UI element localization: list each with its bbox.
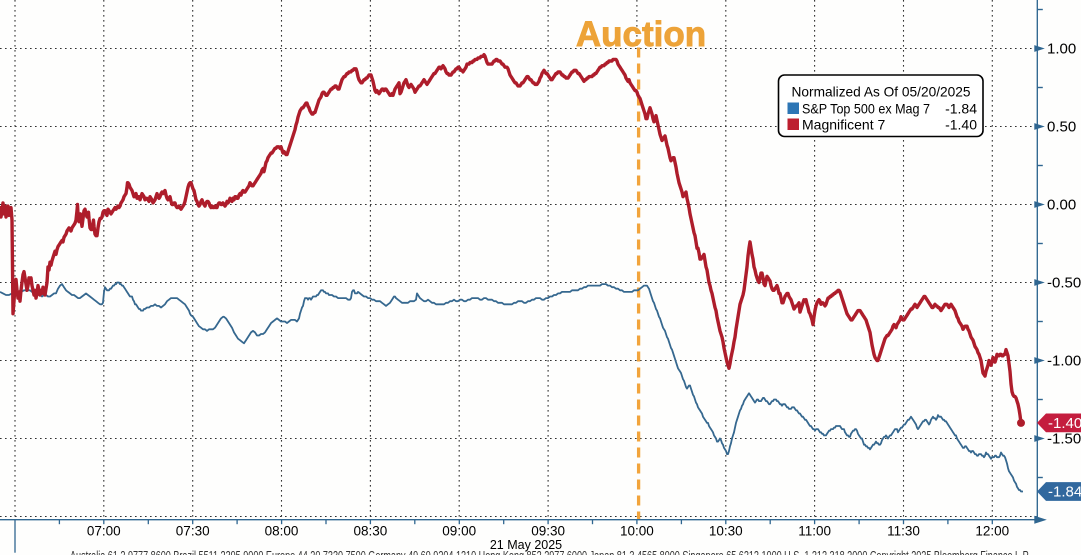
svg-text:10:30: 10:30 [709, 524, 743, 539]
svg-text:-1.84: -1.84 [1048, 484, 1081, 501]
svg-text:09:00: 09:00 [442, 524, 476, 539]
svg-text:10:00: 10:00 [620, 524, 654, 539]
svg-text:11:30: 11:30 [887, 524, 920, 539]
svg-text:Australia 61 2 9777 8600 Brazi: Australia 61 2 9777 8600 Brazil 5511 239… [70, 549, 1030, 555]
svg-text:12:00: 12:00 [975, 524, 1009, 539]
svg-text:07:00: 07:00 [87, 524, 121, 539]
svg-text:08:30: 08:30 [354, 524, 388, 539]
svg-text:Magnificent 7: Magnificent 7 [802, 117, 885, 133]
svg-text:08:00: 08:00 [265, 524, 299, 539]
svg-text:21 May 2025: 21 May 2025 [490, 538, 562, 552]
svg-text:11:00: 11:00 [798, 524, 831, 539]
svg-text:-1.40: -1.40 [1048, 415, 1081, 432]
svg-text:Normalized As Of 05/20/2025: Normalized As Of 05/20/2025 [792, 84, 971, 100]
svg-text:S&P Top 500 ex Mag 7: S&P Top 500 ex Mag 7 [802, 101, 930, 117]
svg-text:09:30: 09:30 [531, 524, 565, 539]
svg-text:Auction: Auction [576, 15, 706, 54]
svg-text:07:30: 07:30 [176, 524, 210, 539]
svg-text:-1.00: -1.00 [1047, 353, 1081, 370]
svg-text:-1.84: -1.84 [945, 101, 977, 117]
svg-text:-1.40: -1.40 [945, 117, 977, 133]
svg-text:0.50: 0.50 [1047, 119, 1076, 136]
svg-text:1.00: 1.00 [1047, 41, 1076, 58]
svg-text:0.00: 0.00 [1047, 197, 1076, 214]
svg-text:-0.50: -0.50 [1047, 275, 1081, 292]
svg-text:-1.50: -1.50 [1047, 431, 1081, 448]
